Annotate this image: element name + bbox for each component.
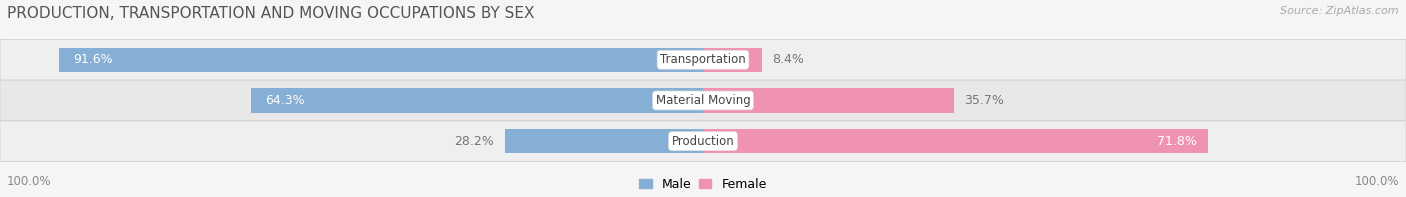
Text: Source: ZipAtlas.com: Source: ZipAtlas.com	[1281, 6, 1399, 16]
Legend: Male, Female: Male, Female	[640, 178, 766, 191]
FancyBboxPatch shape	[0, 80, 1406, 121]
Bar	[252, 88, 703, 113]
Text: 28.2%: 28.2%	[454, 135, 495, 148]
Bar	[505, 129, 703, 153]
Text: Transportation: Transportation	[661, 53, 745, 66]
Bar	[703, 129, 1208, 153]
Text: Material Moving: Material Moving	[655, 94, 751, 107]
Text: 64.3%: 64.3%	[264, 94, 305, 107]
Bar	[703, 47, 762, 72]
Text: 8.4%: 8.4%	[773, 53, 804, 66]
Text: 35.7%: 35.7%	[965, 94, 1004, 107]
Text: 100.0%: 100.0%	[7, 175, 52, 188]
Text: 71.8%: 71.8%	[1157, 135, 1198, 148]
Text: 91.6%: 91.6%	[73, 53, 112, 66]
Text: Production: Production	[672, 135, 734, 148]
FancyBboxPatch shape	[0, 39, 1406, 80]
Text: PRODUCTION, TRANSPORTATION AND MOVING OCCUPATIONS BY SEX: PRODUCTION, TRANSPORTATION AND MOVING OC…	[7, 6, 534, 21]
Bar	[59, 47, 703, 72]
Bar	[703, 88, 953, 113]
Text: 100.0%: 100.0%	[1354, 175, 1399, 188]
FancyBboxPatch shape	[0, 121, 1406, 162]
